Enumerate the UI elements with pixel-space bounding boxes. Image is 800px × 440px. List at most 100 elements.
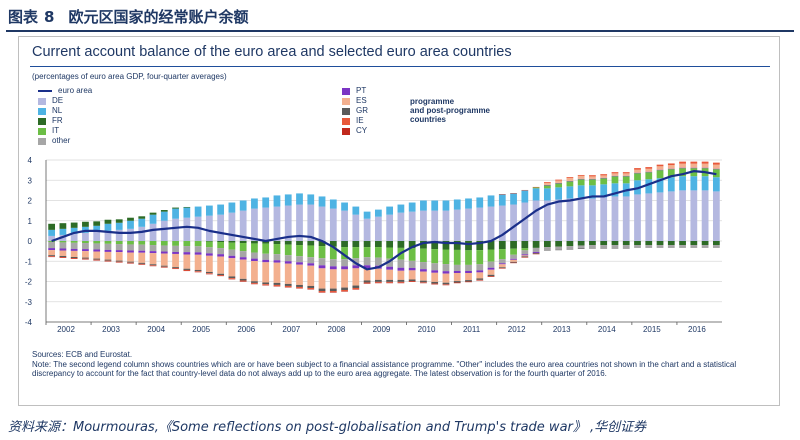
bar-de: [127, 228, 134, 241]
bar-nl: [273, 195, 281, 207]
bar-nl: [104, 223, 112, 231]
bar-de: [138, 226, 146, 241]
bar-it: [555, 183, 563, 188]
bar-cy: [82, 259, 89, 260]
bar-nl: [408, 202, 416, 212]
bar-ie: [701, 161, 709, 164]
bar-nl: [149, 214, 157, 224]
bar-es: [160, 253, 168, 266]
bar-it: [70, 241, 78, 243]
bar-fr: [577, 241, 585, 246]
bar-pt: [498, 263, 506, 265]
legend-swatch: [38, 97, 46, 105]
figure-title: 欧元区国家的经常账户余额: [68, 8, 249, 26]
bar-fr: [397, 241, 405, 248]
bar-fr: [611, 241, 619, 246]
bar-ie: [510, 193, 517, 194]
bar-ie: [667, 163, 675, 166]
bar-fr: [205, 241, 213, 242]
bar-ie: [183, 269, 191, 271]
bar-ie: [82, 258, 89, 260]
bar-gr: [239, 278, 247, 281]
bar-fr: [431, 241, 439, 250]
bar-es: [172, 253, 179, 268]
bar-ie: [679, 161, 686, 164]
bar-gr: [138, 262, 146, 264]
bar-other: [656, 245, 664, 248]
bar-cy: [273, 285, 281, 287]
legend-item-ie: IE: [342, 116, 368, 126]
bar-de: [521, 202, 529, 241]
legend-swatch: [38, 137, 46, 145]
bar-de: [634, 194, 641, 241]
bar-fr: [408, 241, 416, 249]
bar-pt: [577, 178, 585, 180]
bar-other: [667, 245, 675, 248]
bar-other: [600, 245, 608, 249]
bar-nl: [442, 200, 450, 211]
bar-es: [645, 168, 653, 172]
bar-other: [498, 259, 506, 264]
bar-fr: [262, 241, 270, 244]
bar-fr: [600, 241, 608, 246]
bar-fr: [453, 241, 461, 250]
bar-ie: [284, 285, 292, 287]
bar-it: [510, 248, 517, 255]
bar-it: [329, 246, 337, 260]
bar-gr: [194, 269, 202, 272]
bar-cy: [251, 283, 258, 285]
bar-fr: [656, 241, 664, 246]
legend-label: DE: [52, 96, 64, 105]
legend-right: PT ES GR IE CY: [342, 86, 368, 136]
bar-cy: [341, 291, 348, 292]
bar-pt: [127, 250, 134, 253]
bar-nl: [127, 220, 134, 229]
bar-ie: [341, 290, 348, 292]
bar-other: [262, 253, 270, 260]
x-tick-label: 2010: [418, 325, 436, 334]
legend-group-line: countries: [410, 115, 447, 124]
bar-nl: [138, 218, 146, 227]
bar-other: [555, 246, 563, 250]
bar-it: [622, 176, 630, 184]
bar-it: [138, 241, 146, 245]
bar-cy: [104, 261, 112, 262]
bar-de: [577, 197, 585, 241]
bar-ie: [172, 268, 179, 269]
bar-es: [397, 270, 405, 280]
bar-de: [667, 191, 675, 241]
bar-pt: [194, 252, 202, 255]
bar-es: [667, 165, 675, 169]
bar-nl: [374, 209, 382, 217]
bar-ie: [431, 283, 439, 285]
bar-it: [386, 247, 394, 259]
bar-pt: [205, 253, 213, 256]
bar-pt: [476, 270, 484, 273]
bar-fr: [329, 241, 337, 247]
bar-cy: [397, 282, 405, 284]
bar-pt: [543, 184, 551, 186]
bar-es: [543, 182, 551, 185]
bar-es: [228, 258, 236, 277]
bar-ie: [59, 256, 67, 258]
bar-nl: [284, 194, 292, 206]
bar-nl: [341, 202, 348, 211]
bar-fr: [307, 241, 315, 246]
bar-de: [318, 206, 326, 241]
bar-nl: [656, 178, 664, 193]
bar-fr: [701, 241, 709, 246]
y-tick-label: -1: [25, 257, 33, 266]
bar-nl: [521, 190, 529, 203]
bar-it: [341, 247, 348, 260]
bar-other: [341, 259, 348, 267]
bar-pt: [712, 168, 720, 170]
bar-de: [645, 193, 653, 241]
bar-pt: [284, 261, 292, 264]
bar-de: [70, 233, 78, 241]
bar-nl: [172, 208, 179, 219]
bar-other: [712, 245, 720, 248]
bar-nl: [690, 176, 698, 191]
bar-de: [82, 232, 89, 241]
bar-es: [205, 255, 213, 272]
bar-fr: [465, 241, 472, 251]
